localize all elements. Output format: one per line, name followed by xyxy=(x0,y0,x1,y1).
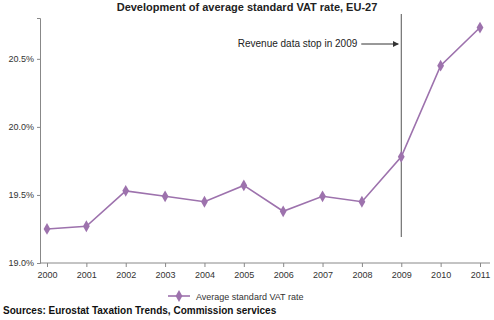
x-tick-mark xyxy=(126,263,127,267)
legend: Average standard VAT rate xyxy=(168,290,303,302)
x-tick-mark xyxy=(401,263,402,267)
x-tick-mark xyxy=(441,263,442,267)
legend-label: Average standard VAT rate xyxy=(196,292,303,302)
series-marker xyxy=(122,185,129,197)
x-tick: 2002 xyxy=(116,263,136,280)
x-tick-label: 2004 xyxy=(195,270,215,280)
series-marker xyxy=(280,205,287,217)
series-marker xyxy=(477,22,484,34)
series-marker xyxy=(162,190,169,202)
x-tick-label: 2008 xyxy=(352,270,372,280)
title: Development of average standard VAT rate… xyxy=(117,1,378,13)
x-axis: 2000 2001 2002 2003 2004 2005 2006 2007 2008 2009… xyxy=(37,263,490,280)
y-tick-label: 19.5% xyxy=(8,190,34,200)
series-marker xyxy=(398,151,405,163)
x-tick: 2001 xyxy=(77,263,97,280)
x-tick-mark xyxy=(86,263,87,267)
series-marker xyxy=(240,180,247,192)
x-tick: 2011 xyxy=(471,263,490,280)
y-tick-mark xyxy=(37,195,40,196)
x-tick-mark xyxy=(362,263,363,267)
annotation-arrow xyxy=(361,44,398,45)
x-tick-label: 2005 xyxy=(234,270,254,280)
plot-area xyxy=(44,22,484,235)
x-tick-label: 2007 xyxy=(313,270,333,280)
x-tick: 2009 xyxy=(392,263,412,280)
y-tick-mark xyxy=(37,127,40,128)
x-tick-mark xyxy=(323,263,324,267)
x-axis-line xyxy=(40,263,490,264)
y-tick-mark xyxy=(37,263,40,264)
x-tick-mark xyxy=(47,263,48,267)
series-marker xyxy=(83,220,90,232)
series-marker xyxy=(201,196,208,208)
x-tick: 2008 xyxy=(352,263,372,280)
x-tick: 2004 xyxy=(195,263,215,280)
series-marker xyxy=(44,223,51,235)
y-tick-mark xyxy=(37,59,40,60)
y-tick: 20.0% xyxy=(8,122,40,132)
chart: Development of average standard VAT rate… xyxy=(0,0,494,320)
x-tick-mark xyxy=(165,263,166,267)
y-tick: 20.5% xyxy=(8,54,40,64)
x-tick-label: 2003 xyxy=(156,270,176,280)
x-tick: 2003 xyxy=(156,263,176,280)
x-tick: 2006 xyxy=(274,263,294,280)
x-tick-label: 2002 xyxy=(116,270,136,280)
x-tick: 2007 xyxy=(313,263,333,280)
series-marker xyxy=(437,60,444,72)
annotation-text: Revenue data stop in 2009 xyxy=(238,38,358,49)
x-tick-label: 2001 xyxy=(77,270,97,280)
y-tick-label: 19.0% xyxy=(8,258,34,268)
y-tick-label: 20.0% xyxy=(8,122,34,132)
x-tick-label: 2000 xyxy=(37,270,57,280)
x-tick-label: 2006 xyxy=(274,270,294,280)
x-tick-mark xyxy=(480,263,481,267)
series-marker xyxy=(319,190,326,202)
legend-marker xyxy=(176,290,183,302)
series-line xyxy=(47,28,480,229)
x-tick-label: 2009 xyxy=(392,270,412,280)
y-tick-label: 20.5% xyxy=(8,54,34,64)
x-tick-mark xyxy=(244,263,245,267)
x-tick-label: 2010 xyxy=(431,270,451,280)
x-tick-mark xyxy=(204,263,205,267)
x-tick: 2010 xyxy=(431,263,451,280)
x-tick: 2000 xyxy=(37,263,57,280)
x-tick-label: 2011 xyxy=(471,270,490,280)
y-axis: 19.0% 19.5% 20.0% 20.5% xyxy=(8,19,40,269)
x-tick: 2005 xyxy=(234,263,254,280)
y-tick: 19.5% xyxy=(8,190,40,200)
x-tick-mark xyxy=(283,263,284,267)
annotation-line xyxy=(401,14,402,237)
y-tick: 19.0% xyxy=(8,258,40,268)
source: Sources: Eurostat Taxation Trends, Commi… xyxy=(3,305,277,316)
y-axis-line xyxy=(37,19,41,264)
series-marker xyxy=(359,196,366,208)
